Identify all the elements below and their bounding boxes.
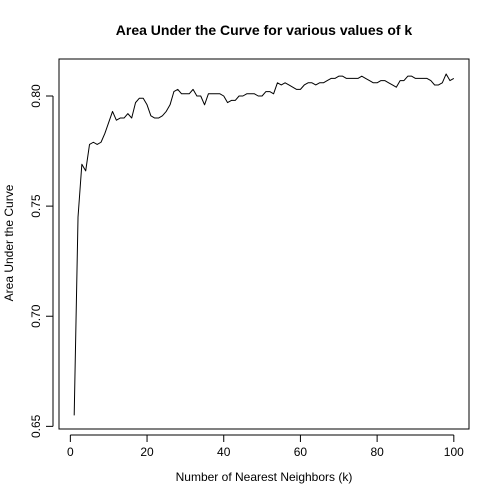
series-layer (73, 73, 455, 416)
x-tick-label: 80 (370, 445, 384, 459)
x-axis-label: Number of Nearest Neighbors (k) (176, 470, 353, 484)
y-axis-label: Area Under the Curve (2, 184, 16, 301)
x-tick-label: 20 (140, 445, 154, 459)
x-axis: 0 20 40 60 80 100 (67, 434, 464, 459)
x-tick-label: 40 (217, 445, 231, 459)
y-tick-label: 0.65 (29, 414, 43, 438)
x-tick-label: 60 (294, 445, 308, 459)
plot-frame (58, 58, 470, 430)
y-axis: 0.65 0.70 0.75 0.80 (29, 84, 54, 438)
series-line-auc (73, 73, 455, 416)
chart-title: Area Under the Curve for various values … (116, 22, 413, 38)
y-tick-label: 0.75 (29, 194, 43, 218)
x-tick-label: 100 (444, 445, 464, 459)
y-tick-label: 0.70 (29, 304, 43, 328)
x-tick-label: 0 (67, 445, 74, 459)
y-tick-label: 0.80 (29, 84, 43, 108)
